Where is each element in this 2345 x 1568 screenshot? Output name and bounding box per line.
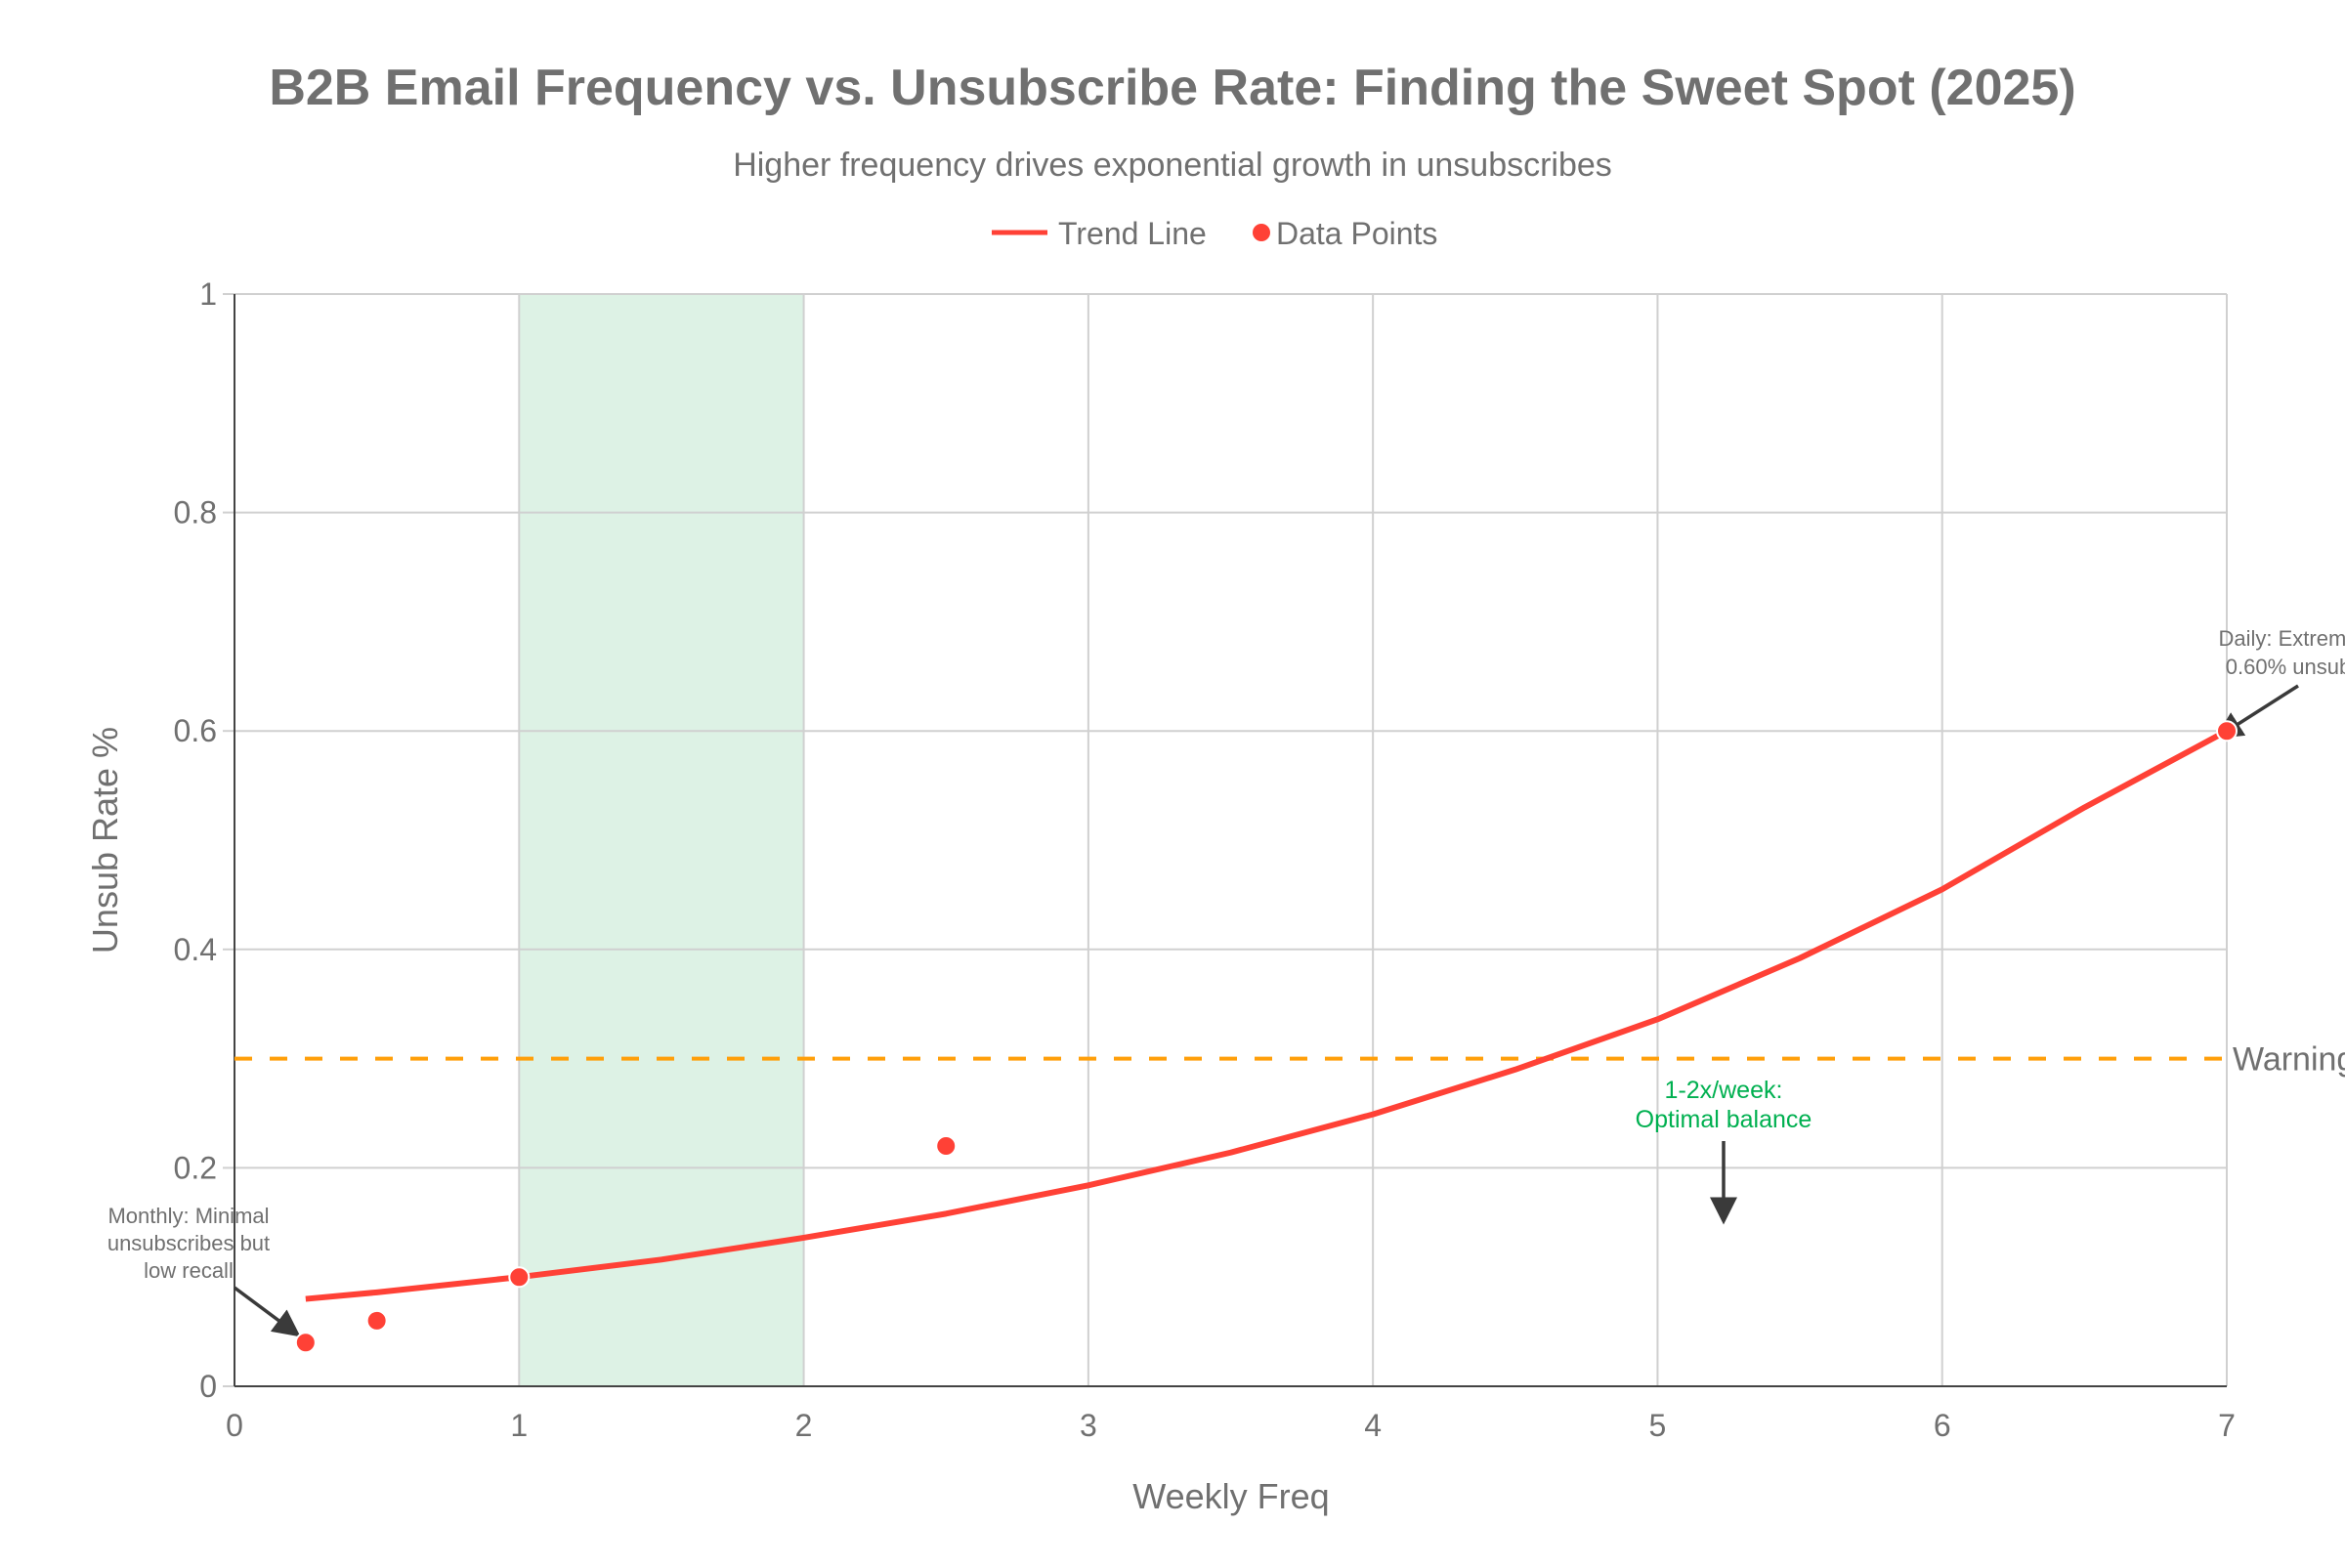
x-tick-label: 6	[1934, 1408, 1951, 1443]
annotation-arrow	[233, 1286, 301, 1337]
data-point	[2216, 720, 2238, 742]
data-point	[508, 1266, 531, 1289]
y-tick-label: 0.2	[174, 1150, 217, 1185]
x-axis-label: Weekly Freq	[1132, 1476, 1329, 1516]
x-tick-label: 7	[2218, 1408, 2236, 1443]
x-tick-label: 4	[1364, 1408, 1382, 1443]
data-point	[294, 1332, 317, 1354]
data-point	[935, 1135, 958, 1158]
x-tick-label: 5	[1649, 1408, 1667, 1443]
legend-trend-line-label: Trend Line	[1058, 216, 1207, 251]
y-tick-label: 0.8	[174, 495, 217, 530]
annotation-text: 1-2x/week:	[1665, 1077, 1783, 1104]
trend-line	[305, 728, 2229, 1302]
y-tick-label: 0.6	[174, 713, 217, 748]
annotation-text: 0.60% unsub	[2226, 655, 2345, 679]
x-tick-label: 2	[795, 1408, 813, 1443]
legend: Trend Line Data Points	[992, 216, 1437, 251]
annotation-text: Optimal balance	[1636, 1106, 1812, 1133]
chart-title: B2B Email Frequency vs. Unsubscribe Rate…	[269, 60, 2075, 116]
y-axis-label: Unsub Rate %	[85, 727, 125, 954]
legend-data-points-swatch	[1253, 224, 1270, 241]
x-tick-label: 3	[1080, 1408, 1097, 1443]
x-tick-label: 0	[226, 1408, 243, 1443]
chart-subtitle: Higher frequency drives exponential grow…	[733, 147, 1612, 184]
annotation-text: Daily: Extreme	[2218, 626, 2345, 651]
y-tick-label: 0.4	[174, 932, 217, 967]
data-point	[365, 1309, 388, 1332]
y-tick-label: 0	[199, 1369, 217, 1404]
annotation-text: unsubscribes but	[107, 1231, 270, 1255]
optimal-zone	[519, 294, 804, 1386]
annotation-text: low recall	[144, 1258, 234, 1283]
x-tick-label: 1	[510, 1408, 528, 1443]
legend-data-points-label: Data Points	[1276, 216, 1437, 251]
warning-threshold-label: Warning	[2233, 1041, 2345, 1079]
annotation-text: Monthly: Minimal	[107, 1204, 269, 1228]
y-tick-label: 1	[199, 276, 217, 312]
